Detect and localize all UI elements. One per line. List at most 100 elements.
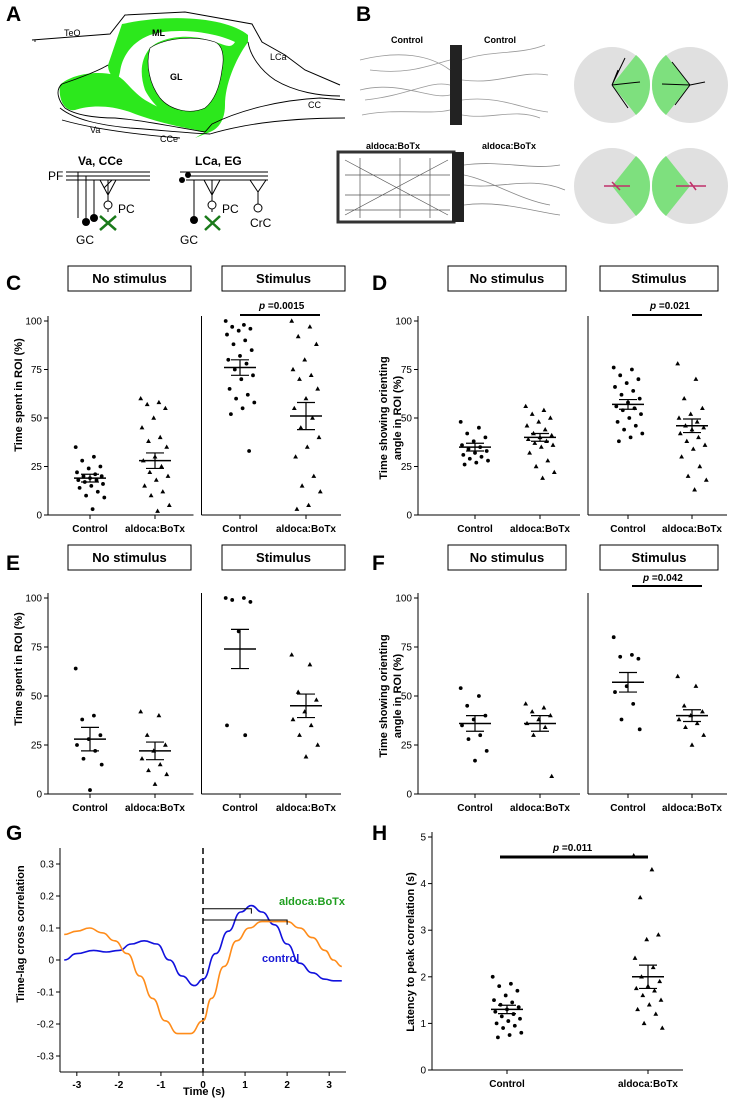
f-data-point — [460, 723, 464, 728]
h-data-point — [494, 1021, 499, 1026]
c-data-point — [99, 474, 104, 479]
h-y-tick-label: 2 — [420, 972, 426, 983]
c-p-value: p =0.0015 — [258, 301, 305, 312]
d-data-point — [540, 475, 545, 480]
panel-d: D No stimulus Stimulus Time showing orie… — [372, 265, 727, 535]
h-data-point — [496, 1035, 500, 1040]
e-data-point — [290, 716, 296, 722]
e-data-point — [243, 733, 248, 738]
d-box-no-stimulus — [447, 265, 567, 292]
e-data-point — [152, 781, 158, 786]
h-data-point — [509, 981, 513, 986]
panel-b-letter: B — [356, 3, 371, 26]
h-data-point — [507, 1033, 512, 1037]
h-y-tick-label: 5 — [420, 833, 426, 844]
panel-e-letter: E — [6, 552, 20, 575]
h-data-point — [510, 1000, 515, 1005]
g-x-tick-label: 2 — [284, 1080, 290, 1091]
c-data-point — [311, 473, 317, 478]
f-y-tick-label: 100 — [395, 594, 412, 605]
f-x-category-label: aldoca:BoTx — [662, 803, 722, 814]
h-x-category-label: aldoca:BoTx — [618, 1079, 678, 1090]
c-x-category-label: aldoca:BoTx — [276, 524, 336, 535]
e-y-tick-label: 0 — [36, 790, 42, 801]
region-label-lca: LCa — [270, 52, 287, 62]
c-data-point — [159, 463, 164, 469]
h-data-point — [641, 1020, 647, 1026]
c-data-point — [240, 406, 245, 411]
c-data-point — [225, 332, 229, 337]
f-data-point — [694, 720, 700, 726]
h-y-tick-label: 1 — [420, 1019, 426, 1030]
f-data-point — [458, 686, 463, 691]
panel-e: E No stimulus Stimulus Time spent in ROI… — [6, 544, 346, 814]
d-data-point — [688, 411, 694, 416]
d-data-point — [473, 451, 477, 455]
c-data-point — [307, 324, 313, 329]
d-axis-gap — [580, 514, 588, 517]
c-data-point — [232, 367, 237, 372]
c-data-point — [98, 464, 103, 469]
c-data-point — [75, 470, 79, 475]
c-x-category-label: Control — [222, 524, 258, 535]
g-x-tick-label: -1 — [156, 1080, 165, 1091]
c-data-point — [236, 328, 241, 333]
d-x-category-label: Control — [610, 524, 646, 535]
f-data-point — [701, 732, 707, 737]
b-label-aldoca-left: aldoca:BoTx — [366, 141, 420, 151]
c-data-point — [245, 392, 250, 397]
h-data-point — [652, 988, 657, 993]
h-p-label: p — [552, 843, 559, 854]
e-data-point — [81, 756, 86, 761]
c-data-point — [290, 366, 296, 372]
d-data-point — [461, 452, 466, 457]
c-data-point — [242, 322, 246, 327]
d-data-point — [611, 365, 616, 370]
d-data-point — [618, 373, 623, 378]
c-data-point — [94, 478, 99, 482]
e-data-point — [164, 771, 170, 777]
d-data-point — [479, 454, 484, 459]
e-data-point — [144, 732, 150, 737]
d-data-point — [474, 460, 479, 465]
c-data-point — [153, 477, 159, 482]
d-data-point — [548, 415, 553, 420]
circuit-right-pc-label: PC — [222, 202, 239, 216]
d-data-point — [484, 449, 489, 453]
b-label-aldoca-right: aldoca:BoTx — [482, 141, 536, 151]
c-data-point — [310, 415, 315, 420]
e-data-point — [297, 732, 302, 737]
e-data-point — [225, 723, 229, 728]
c-data-point — [238, 354, 242, 358]
d-data-point — [465, 431, 470, 436]
c-data-point — [102, 495, 107, 500]
e-data-point — [248, 600, 253, 604]
f-data-point — [637, 727, 642, 732]
d-data-point — [681, 396, 687, 401]
c-data-point — [89, 484, 94, 488]
g-y-tick-label: 0.1 — [40, 924, 54, 935]
c-data-point — [291, 405, 297, 410]
c-data-point — [308, 372, 314, 378]
d-data-point — [614, 404, 619, 409]
d-data-point — [703, 477, 709, 482]
f-data-point — [473, 758, 477, 763]
d-data-point — [532, 440, 538, 445]
d-data-point — [486, 458, 490, 463]
g-y-tick-label: -0.1 — [37, 988, 55, 999]
d-data-point — [685, 473, 691, 478]
f-data-point — [683, 724, 688, 730]
c-data-point — [293, 454, 298, 459]
d-data-point — [630, 367, 634, 372]
f-y-tick-label: 50 — [401, 692, 413, 703]
e-data-point — [157, 762, 163, 767]
c-data-point — [157, 434, 163, 440]
c-data-point — [155, 508, 160, 513]
e-data-point — [98, 733, 103, 738]
d-data-point — [542, 427, 548, 432]
g-x-tick-label: -3 — [72, 1080, 81, 1091]
f-data-point — [700, 709, 705, 714]
d-data-point — [541, 407, 547, 412]
c-axis-gap — [193, 514, 202, 517]
c-p-number: =0.0015 — [265, 301, 305, 312]
